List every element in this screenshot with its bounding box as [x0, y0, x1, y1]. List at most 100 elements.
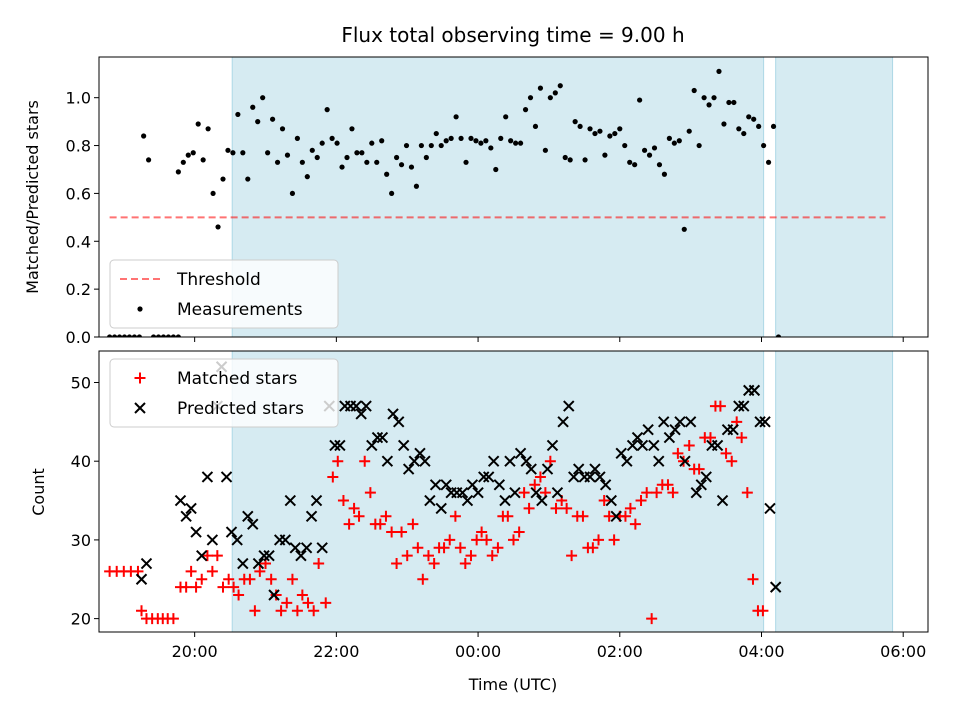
measurement-point	[572, 119, 578, 125]
measurement-point	[468, 135, 474, 141]
measurement-point	[453, 114, 459, 120]
matched-star-point	[412, 542, 424, 554]
measurement-point	[145, 157, 152, 163]
matched-star-point	[646, 613, 658, 625]
predicted-star-point	[252, 557, 265, 570]
matched-star-point	[332, 455, 344, 467]
measurement-point	[641, 147, 648, 153]
matched-star-point	[302, 597, 314, 609]
measurement-point	[393, 154, 400, 161]
predicted-star-point	[289, 542, 301, 554]
measurement-point	[269, 116, 276, 122]
matched-star-point	[281, 597, 293, 609]
measurement-point	[508, 138, 514, 144]
predicted-star-point	[414, 447, 426, 460]
matched-star-point	[741, 487, 753, 499]
predicted-star-point	[376, 431, 389, 444]
matched-star-point	[465, 550, 477, 562]
measurement-point	[235, 111, 241, 118]
matched-star-point	[598, 495, 610, 507]
legend-marker	[137, 306, 143, 312]
measurement-point	[731, 99, 737, 106]
predicted-star-point	[493, 479, 506, 491]
predicted-star-point	[684, 416, 697, 428]
y-tick-label: 40	[71, 452, 91, 471]
measurement-point	[488, 145, 494, 151]
x-tick-label: 20:00	[172, 642, 218, 661]
measurement-point	[107, 334, 113, 337]
measurement-point	[126, 334, 133, 337]
measurement-point	[408, 164, 415, 170]
measurement-point	[185, 152, 191, 158]
predicted-star-point	[174, 494, 187, 507]
measurement-point	[775, 334, 782, 337]
legend-box	[109, 259, 339, 329]
matched-star-point	[270, 589, 282, 601]
predicted-star-point	[536, 494, 548, 507]
matched-star-point	[313, 558, 325, 570]
measurement-point	[265, 150, 271, 156]
measurement-point	[721, 121, 727, 127]
measurement-point	[458, 135, 464, 141]
measurement-point	[513, 140, 519, 146]
measurement-point	[646, 152, 653, 158]
top-y-axis-label: Matched/Predicted stars	[23, 100, 42, 294]
predicted-star-point	[631, 431, 644, 444]
matched-star-point	[518, 487, 530, 499]
measurement-point	[324, 107, 330, 113]
measurement-point	[344, 154, 350, 161]
measurement-point	[706, 102, 712, 108]
matched-star-point	[359, 455, 371, 467]
matched-star-point	[561, 502, 573, 514]
measurement-point	[676, 138, 682, 144]
predicted-star-point	[247, 518, 259, 530]
matched-star-point	[167, 613, 179, 625]
predicted-star-point	[568, 471, 580, 483]
predicted-star-point	[610, 510, 622, 523]
legend-label: Measurements	[177, 300, 303, 320]
legend-marker	[134, 372, 146, 384]
measurement-point	[255, 119, 261, 125]
predicted-star-point	[695, 479, 707, 491]
measurement-point	[389, 190, 395, 197]
matched-star-point	[651, 487, 663, 499]
measurement-point	[398, 162, 405, 168]
predicted-star-point	[530, 486, 542, 499]
measurement-point	[418, 142, 424, 149]
matched-star-point	[327, 471, 339, 483]
matched-star-point	[529, 479, 541, 491]
measurement-point	[503, 114, 509, 120]
measurement-point	[294, 135, 300, 141]
bottom-y-axis-label: Count	[29, 468, 48, 516]
matched-star-point	[190, 581, 202, 593]
matched-star-point	[629, 518, 641, 530]
predicted-star-point	[636, 439, 649, 452]
measurement-point	[165, 334, 172, 337]
measurement-point	[260, 95, 266, 101]
predicted-star-point	[514, 447, 527, 460]
legend-marker	[134, 402, 146, 414]
predicted-star-point	[769, 581, 782, 593]
matched-star-point	[492, 542, 504, 554]
measurement-point	[463, 159, 469, 165]
predicted-star-point	[759, 416, 771, 428]
matched-star-point	[502, 510, 514, 522]
measurement-point	[632, 162, 638, 168]
matched-star-point	[308, 605, 320, 617]
matched-star-point	[608, 534, 620, 546]
predicted-star-point	[589, 463, 601, 475]
measurement-point	[250, 104, 256, 110]
predicted-star-point	[334, 439, 346, 452]
measurement-point	[180, 159, 186, 165]
measurement-point	[190, 150, 196, 156]
measurement-point	[542, 147, 548, 153]
predicted-star-point	[472, 486, 484, 499]
measurement-point	[686, 128, 692, 134]
measurement-point	[696, 142, 702, 149]
measurement-point	[374, 159, 380, 165]
predicted-star-point	[599, 479, 612, 491]
measurement-point	[309, 147, 315, 153]
matched-star-point	[233, 589, 245, 601]
predicted-star-point	[520, 455, 532, 467]
